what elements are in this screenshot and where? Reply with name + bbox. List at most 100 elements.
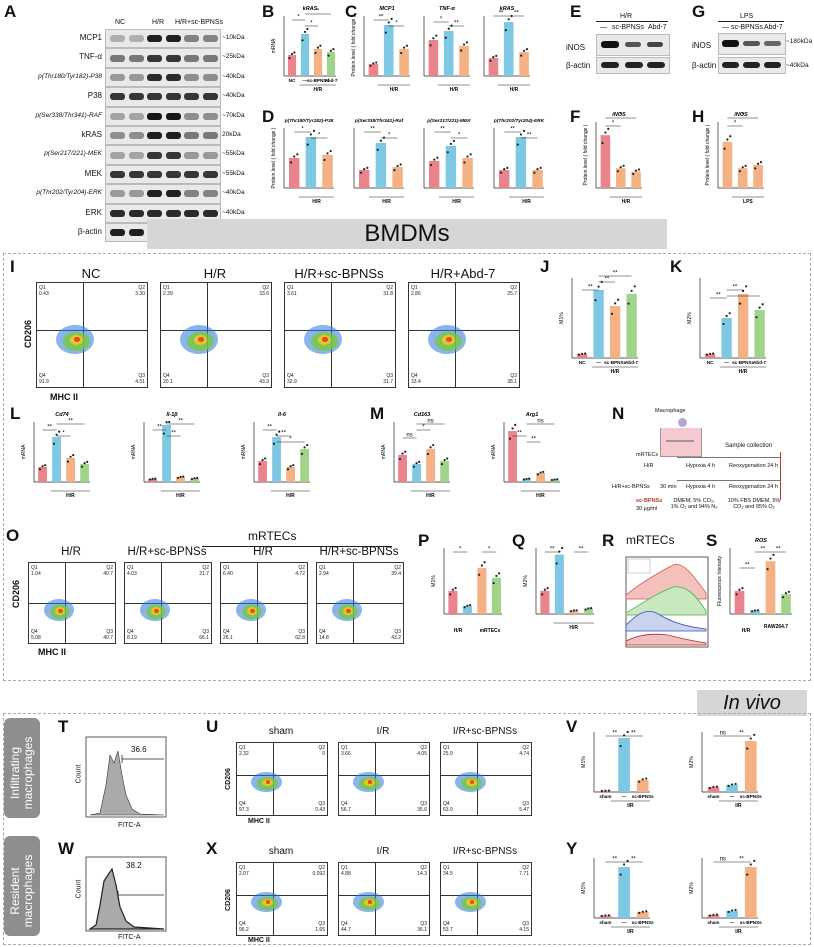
n-hyp-2: Hypoxia 4 h (686, 484, 716, 490)
n-cond1: DMEM, 5% CO₂, 1% O₂ and 94% N₂ (670, 498, 718, 510)
chart-tick: sham (707, 920, 719, 925)
sig-mark: ** (760, 547, 765, 553)
transwell-icon (660, 428, 702, 457)
flow-density-cloud (265, 900, 271, 905)
sig-mark: ** (440, 127, 445, 133)
blot-band (110, 170, 125, 178)
chart-point (306, 27, 309, 31)
quadrant-value: Q2 4.05 (417, 745, 427, 757)
blot-band (202, 170, 218, 178)
panel-letter-q: Q (512, 531, 526, 550)
blot-a-row-label: p(Thr202/Tyr204)-ERK (36, 189, 102, 197)
quadrant-gate-h (339, 895, 429, 897)
chart-point (550, 478, 554, 482)
chart-point (781, 596, 785, 599)
blot-band (165, 73, 181, 81)
chart-point (301, 39, 304, 42)
chart-point (450, 24, 453, 27)
chart-bar (499, 170, 510, 188)
chart-bar (443, 31, 454, 76)
chart-point (600, 914, 604, 918)
chart-tick: — (622, 794, 627, 799)
blot-band (128, 229, 144, 237)
chart-point (715, 785, 719, 788)
chart-point (288, 57, 291, 60)
chart-point (449, 142, 452, 145)
chart-point (749, 737, 752, 740)
flow-density-cloud (469, 780, 475, 785)
panel-letter-v: V (566, 717, 578, 736)
panel-letter-d: D (262, 107, 275, 126)
chart-point (390, 17, 393, 20)
blot-band (128, 54, 144, 62)
chart-point (440, 463, 444, 466)
blot-a-row-label: β-actin (77, 227, 102, 236)
panel-letter-u: U (206, 717, 219, 736)
chart-bar (258, 461, 267, 482)
o-xlabel: MHC II (38, 647, 66, 657)
chart-point (787, 590, 791, 593)
chart-xlabel: I/R (735, 929, 742, 935)
g-blot-actin (718, 57, 786, 74)
w-xlabel: FITC-A (118, 934, 141, 941)
flow-plot: Q1 4.03 Q2 21.7 Q4 8.19 Q3 66.1 (124, 562, 212, 644)
blot-band (110, 209, 125, 217)
n-mrtec-label: mRTECs (636, 452, 659, 458)
panel-letter-h: H (692, 107, 705, 126)
g-header-line (718, 21, 784, 22)
chart-point (769, 557, 772, 560)
flow-plot: Q1 3.66 Q2 4.05 Q4 56.7 Q3 35.6 (338, 742, 430, 816)
blot-band (128, 93, 144, 101)
i-xlabel: MHC II (50, 392, 78, 402)
e-row-actin: β-actin (566, 61, 591, 70)
chart-tick: sc-BPNSs (307, 78, 329, 83)
chart-point (404, 450, 407, 453)
chart-point (80, 465, 84, 468)
quadrant-value: Q3 36.1 (417, 921, 427, 933)
quadrant-value: Q2 25.7 (507, 285, 517, 297)
chart-tick: sham (599, 794, 611, 799)
blot-band (202, 132, 218, 140)
blot-band (110, 229, 125, 237)
chart-point (86, 460, 89, 463)
sig-mark: * (440, 17, 443, 23)
blot-band (147, 73, 162, 81)
chart-ylabel: Protein level ( fold change ) (583, 124, 589, 185)
quadrant-value: Q4 63.9 (443, 801, 453, 813)
chart-xlabel: H/R (286, 493, 295, 499)
g-col-1: — (722, 24, 729, 31)
chart-xlabel: H/R (611, 369, 620, 375)
chart-bar (734, 590, 745, 614)
chart-bar (721, 318, 732, 358)
quadrant-gate-h (339, 775, 429, 777)
chart-point (645, 777, 648, 780)
chart-point (619, 745, 622, 748)
chart-point (735, 593, 738, 596)
chart-tick: sc-BPNSs (732, 360, 754, 365)
chart-point (584, 352, 587, 355)
chart-ylabel: M2% (689, 882, 695, 894)
sig-mark: ** (531, 437, 536, 443)
chart-point (541, 593, 544, 596)
chart-point (753, 733, 756, 736)
chart-point (506, 166, 509, 169)
chart-bar (383, 25, 394, 76)
chart-bar (532, 170, 543, 188)
quadrant-value: Q3 1.65 (315, 921, 325, 933)
blot-a-row-label: MEK (84, 168, 102, 178)
flow-title: H/R+sc-BPNSs (294, 266, 384, 281)
chart-tick: sham (707, 794, 719, 799)
chart-point (746, 873, 749, 876)
quadrant-value: Q4 8.19 (127, 629, 137, 641)
quadrant-gate-h (441, 895, 531, 897)
panel-letter-i: I (10, 257, 15, 276)
chart-bar (440, 461, 449, 482)
flow-density-cloud (198, 337, 204, 343)
chart-title: iNOS (734, 112, 748, 118)
chart-tick: Abd-7 (625, 360, 638, 365)
sig-mark: ** (370, 127, 375, 133)
blot-a-row-label: MCP1 (79, 33, 102, 42)
chart-xlabel: H/R (382, 199, 391, 205)
chart-bar (162, 425, 171, 482)
chart-point (726, 138, 729, 141)
